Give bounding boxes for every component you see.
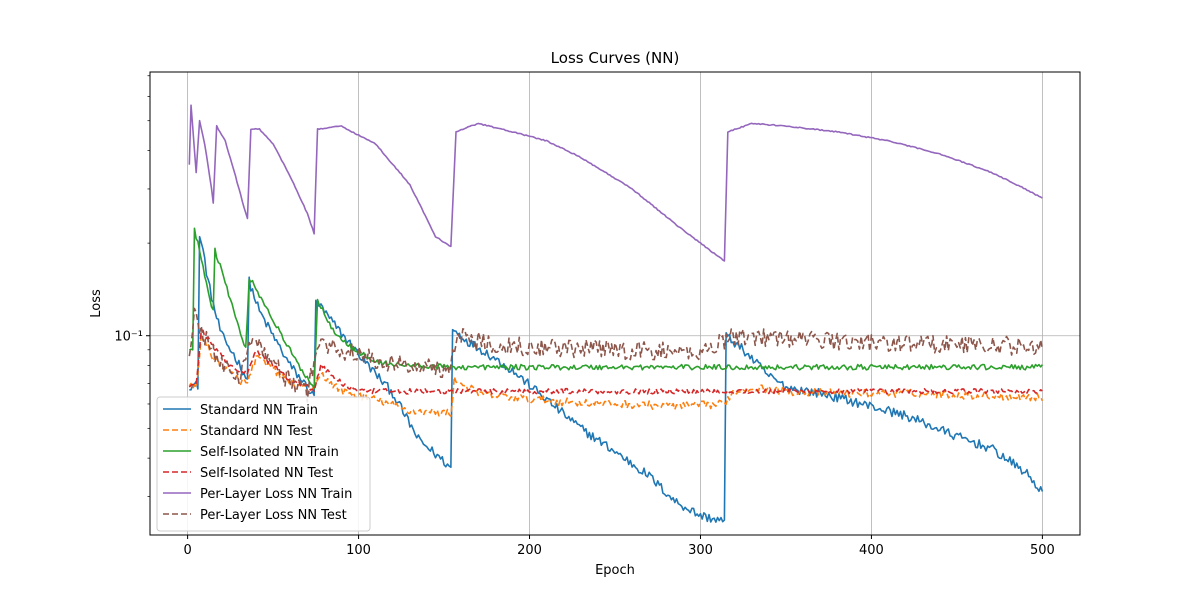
series-line-standard-nn-test xyxy=(188,333,1044,417)
series-line-self-isolated-nn-test xyxy=(188,329,1043,395)
x-tick-label: 200 xyxy=(517,543,542,558)
legend-box xyxy=(156,396,371,532)
legend-entry: Standard NN Test xyxy=(200,424,312,439)
plot-frame xyxy=(149,71,1081,536)
legend-entry: Self-Isolated NN Train xyxy=(200,445,339,460)
x-tick-label: 400 xyxy=(859,543,884,558)
chart-title: Loss Curves (NN) xyxy=(551,49,680,67)
ticks: 0 100 200 300 400 500 10⁻¹ xyxy=(114,75,1055,558)
legend-entry: Per-Layer Loss NN Train xyxy=(200,487,352,502)
legend: Standard NN Train Standard NN Test Self-Is… xyxy=(156,396,371,532)
legend-entry: Standard NN Train xyxy=(200,403,318,418)
series-line-per-layer-loss-nn-train xyxy=(188,104,1043,262)
x-tick-label: 500 xyxy=(1030,543,1055,558)
legend-entry: Per-Layer Loss NN Test xyxy=(200,508,347,523)
x-tick-label: 0 xyxy=(183,543,191,558)
x-tick-label: 300 xyxy=(688,543,713,558)
series-line-standard-nn-train xyxy=(189,235,1044,523)
x-axis-label: Epoch xyxy=(595,563,635,578)
grid xyxy=(150,72,1080,535)
legend-entry: Self-Isolated NN Test xyxy=(200,466,333,481)
series-line-self-isolated-nn-train xyxy=(188,227,1044,390)
y-axis-label: Loss xyxy=(89,289,104,318)
x-tick-label: 100 xyxy=(346,543,371,558)
series-line-per-layer-loss-nn-test xyxy=(188,307,1044,403)
y-tick-label: 10⁻¹ xyxy=(114,330,143,345)
series-layer xyxy=(188,104,1044,523)
